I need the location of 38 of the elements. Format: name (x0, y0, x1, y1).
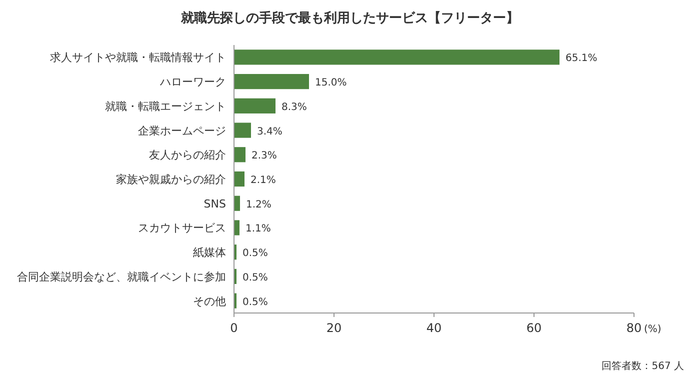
data-label: 2.1% (250, 175, 276, 186)
bar (234, 122, 251, 138)
bar (234, 220, 240, 236)
bar (234, 74, 309, 90)
x-tick-label: 80 (626, 321, 642, 335)
y-tick-label: 紙媒体 (193, 246, 226, 260)
y-tick-label: 就職・転職エージェント (105, 100, 226, 113)
x-tick-label: 40 (426, 321, 442, 335)
x-tick-label: 20 (326, 321, 342, 335)
data-label: 15.0% (315, 78, 347, 89)
data-label: 1.1% (246, 224, 271, 235)
y-tick-label: 企業ホームページ (138, 124, 226, 138)
y-tick-label: 家族や親戚からの紹介 (116, 173, 226, 186)
data-label: 3.4% (257, 126, 282, 138)
x-tick-label: 0 (230, 321, 238, 335)
data-label: 2.3% (252, 150, 277, 162)
text: 回答者数：567 人 (602, 360, 684, 372)
x-tick-label: 60 (526, 321, 542, 335)
y-tick-label: 合同企業説明会など、就職イベントに参加 (17, 270, 226, 284)
y-tick-label: SNS (204, 197, 226, 210)
x-axis-title: (%) (644, 324, 662, 335)
y-tick-label: ハローワーク (159, 76, 226, 89)
data-label: 0.5% (242, 272, 268, 284)
bar (234, 196, 240, 211)
bar (234, 171, 244, 187)
data-label: 65.1% (566, 53, 598, 64)
bar (234, 98, 276, 114)
data-label: 1.2% (246, 199, 272, 210)
y-tick-label: スカウトサービス (138, 222, 226, 235)
bar (234, 147, 246, 162)
y-tick-label: 求人サイトや就職・転職情報サイト (50, 51, 226, 64)
data-label: 0.5% (242, 296, 268, 308)
data-label: 8.3% (282, 102, 307, 113)
y-tick-label: その他 (193, 294, 226, 308)
bar (234, 50, 560, 65)
y-tick-label: 友人からの紹介 (149, 148, 226, 162)
chart-title: 就職先探しの手段で最も利用したサービス【フリーター】 (180, 10, 519, 26)
data-label: 0.5% (242, 248, 268, 260)
